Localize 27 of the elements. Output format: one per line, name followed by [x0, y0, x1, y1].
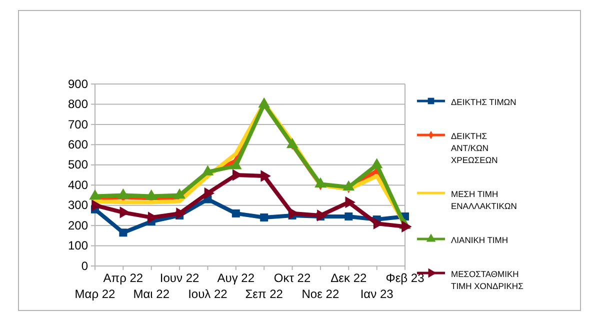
x-tick-label: Δεκ 22	[330, 271, 367, 285]
x-tick-label: Οκτ 22	[274, 271, 311, 285]
legend-label: ΜΕΣΟΣΤΑΘΜΙΚΗ ΤΙΜΗ ΧΟΝΔΡΙΚΗΣ	[451, 269, 524, 291]
y-tick-label: 600	[68, 138, 88, 152]
x-tick-label: Μαρ 22	[74, 287, 116, 302]
y-tick-label: 200	[68, 218, 88, 232]
x-tick-label: Φεβ 23	[386, 271, 425, 285]
y-tick-label: 100	[68, 238, 88, 253]
legend-label: ΛΙΑΝΙΚΗ ΤΙΜΗ	[451, 235, 508, 245]
y-tick-label: 400	[68, 178, 88, 192]
x-tick-label: Νοε 22	[302, 287, 340, 302]
legend-label: ΔΕΙΚΤΗΣ ΤΙΜΩΝ	[451, 97, 516, 107]
y-tick-label: 500	[68, 158, 88, 172]
y-tick-label: 0	[81, 258, 88, 273]
y-tick-label: 300	[68, 198, 88, 212]
x-tick-label: Ιουν 22	[160, 271, 200, 285]
legend-label: ΜΕΣΗ ΤΙΜΗ ΕΝΑΛΛΑΚΤΙΚΩΝ	[451, 189, 517, 211]
x-tick-label: Αυγ 22	[217, 271, 255, 285]
legend-label: ΔΕΙΚΤΗΣ ΑΝΤ/ΚΩΝ ΧΡΕΩΣΕΩΝ	[451, 131, 498, 165]
y-tick-label: 800	[68, 97, 88, 112]
y-tick-label: 900	[68, 76, 88, 91]
x-tick-label: Απρ 22	[103, 271, 144, 285]
x-tick-label: Ιαν 23	[360, 287, 394, 302]
x-tick-label: Ιουλ 22	[188, 287, 228, 302]
x-tick-label: Σεπ 22	[245, 287, 284, 302]
y-tick-label: 700	[68, 117, 88, 132]
x-tick-label: Μαι 22	[133, 287, 170, 302]
